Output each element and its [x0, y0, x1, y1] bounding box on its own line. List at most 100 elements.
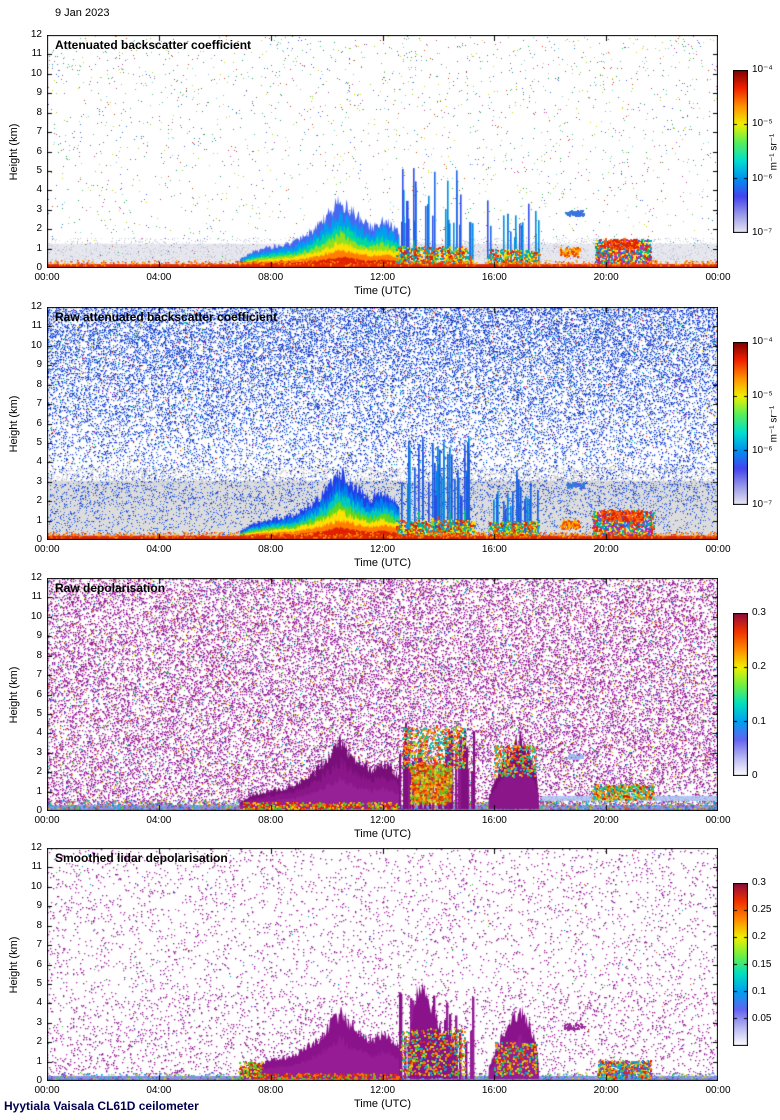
colorbar-tick-label: 10⁻⁵ [752, 118, 773, 130]
y-tick-label: 6 [36, 417, 42, 429]
colorbar-tick-label: 0.1 [752, 715, 766, 727]
x-tick-label: 08:00 [258, 544, 284, 555]
y-axis-label: Height (km) [8, 395, 20, 452]
panel-title: Raw attenuated backscatter coefficient [55, 310, 278, 324]
y-tick-label: 6 [36, 688, 42, 700]
colorbar-tick-label: 0 [752, 770, 758, 781]
colorbar-tick-label: 10⁻⁷ [752, 499, 773, 510]
y-tick-label: 0 [36, 534, 42, 545]
heatmap-canvas [47, 578, 718, 811]
y-tick-label: 1 [36, 1055, 42, 1067]
colorbar-tick-label: 10⁻⁶ [752, 444, 773, 456]
colorbar-canvas [733, 342, 748, 505]
colorbar-unit-label: m⁻¹ sr⁻¹ [768, 133, 780, 170]
y-tick-label: 12 [30, 572, 42, 583]
y-tick-label: 11 [31, 48, 42, 60]
colorbar-tick-label: 10⁻⁵ [752, 390, 773, 402]
y-tick-label: 11 [31, 320, 42, 332]
y-tick-label: 10 [30, 67, 42, 79]
colorbar-canvas [733, 883, 748, 1046]
y-tick-label: 3 [36, 1016, 42, 1028]
colorbar-tick-label: 0.05 [752, 1012, 772, 1024]
y-tick-label: 8 [36, 106, 42, 118]
x-tick-label: 04:00 [146, 815, 172, 826]
y-tick-label: 12 [30, 301, 42, 312]
colorbar-tick-label: 10⁻⁴ [752, 336, 773, 347]
x-tick-label: 08:00 [258, 815, 284, 826]
y-tick-label: 7 [36, 669, 42, 681]
y-tick-label: 1 [36, 514, 42, 526]
x-tick-label: 00:00 [705, 815, 731, 826]
panel-attenuated-backscatter: Attenuated backscatter coefficient 00:00… [0, 29, 780, 307]
panel-title: Raw depolarisation [55, 581, 166, 595]
colorbar-canvas [733, 70, 748, 233]
y-tick-label: 9 [36, 87, 42, 99]
x-tick-label: 12:00 [369, 544, 396, 555]
y-tick-label: 1 [36, 785, 42, 797]
x-tick-label: 12:00 [369, 272, 396, 283]
x-tick-label: 16:00 [481, 1085, 507, 1096]
y-tick-label: 4 [36, 184, 42, 196]
x-tick-label: 04:00 [146, 1085, 172, 1096]
x-tick-label: 12:00 [369, 1085, 396, 1096]
x-tick-label: 16:00 [481, 544, 507, 555]
panel-title: Smoothed lidar depolarisation [55, 851, 228, 865]
y-tick-label: 9 [36, 359, 42, 371]
heatmap-canvas [47, 307, 718, 540]
y-tick-label: 4 [36, 456, 42, 468]
x-tick-label: 08:00 [258, 272, 284, 283]
y-tick-label: 6 [36, 145, 42, 157]
x-tick-label: 08:00 [258, 1085, 284, 1096]
y-tick-label: 2 [36, 1036, 42, 1048]
x-tick-label: 16:00 [481, 272, 507, 283]
y-tick-label: 12 [30, 29, 42, 40]
y-tick-label: 10 [30, 610, 42, 622]
y-tick-label: 5 [36, 164, 42, 176]
y-tick-label: 7 [36, 398, 42, 410]
date-label: 9 Jan 2023 [55, 7, 110, 19]
y-tick-label: 7 [36, 939, 42, 951]
y-tick-label: 8 [36, 378, 42, 390]
y-tick-label: 2 [36, 223, 42, 235]
y-tick-label: 8 [36, 919, 42, 931]
y-axis-label: Height (km) [8, 666, 20, 723]
x-tick-label: 20:00 [593, 1085, 619, 1096]
colorbar-tick-label: 10⁻⁴ [752, 64, 773, 75]
x-tick-label: 20:00 [593, 815, 619, 826]
y-tick-label: 5 [36, 977, 42, 989]
y-tick-label: 0 [36, 1075, 42, 1086]
y-tick-label: 4 [36, 727, 42, 739]
colorbar-tick-label: 10⁻⁷ [752, 227, 773, 238]
y-tick-label: 5 [36, 707, 42, 719]
x-tick-label: 00:00 [705, 1085, 731, 1096]
panel-title: Attenuated backscatter coefficient [55, 38, 252, 52]
heatmap-canvas [47, 35, 718, 268]
x-tick-label: 04:00 [146, 272, 172, 283]
panel-raw-backscatter: Raw attenuated backscatter coefficient 0… [0, 301, 780, 579]
x-axis-label: Time (UTC) [353, 557, 412, 569]
y-tick-label: 7 [36, 126, 42, 138]
y-tick-label: 11 [31, 861, 42, 873]
y-tick-label: 6 [36, 958, 42, 970]
colorbar-tick-label: 0.2 [752, 931, 766, 943]
y-tick-label: 9 [36, 900, 42, 912]
colorbar-tick-label: 10⁻⁶ [752, 172, 773, 184]
y-tick-label: 3 [36, 203, 42, 215]
y-tick-label: 11 [31, 591, 42, 603]
instrument-label: Hyytiala Vaisala CL61D ceilometer [4, 1099, 199, 1113]
y-axis-label: Height (km) [8, 936, 20, 993]
colorbar-tick-label: 0.15 [752, 958, 772, 970]
y-tick-label: 0 [36, 805, 42, 816]
x-tick-label: 00:00 [34, 815, 60, 826]
x-axis-label: Time (UTC) [353, 285, 412, 297]
colorbar-tick-label: 0.2 [752, 661, 766, 673]
x-tick-label: 20:00 [593, 272, 619, 283]
panel-smoothed-depolarisation: Smoothed lidar depolarisation 00:00 04:00… [0, 842, 780, 1120]
x-tick-label: 00:00 [705, 272, 731, 283]
y-tick-label: 10 [30, 880, 42, 892]
y-tick-label: 2 [36, 766, 42, 778]
colorbar-tick-label: 0.25 [752, 904, 772, 916]
x-tick-label: 20:00 [593, 544, 619, 555]
y-tick-label: 9 [36, 630, 42, 642]
colorbar-tick-label: 0.1 [752, 985, 766, 997]
